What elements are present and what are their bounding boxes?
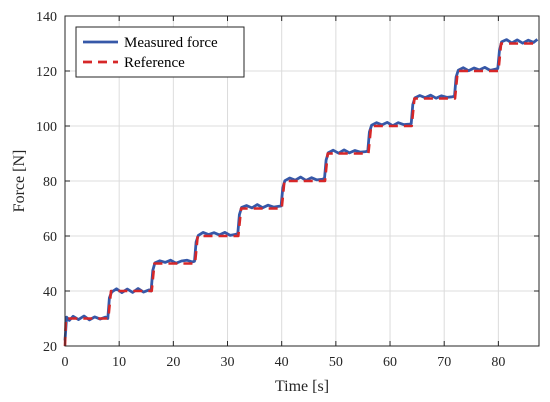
x-tick-label: 80 xyxy=(491,355,505,370)
y-axis-label: Force [N] xyxy=(11,150,28,213)
y-tick-label: 140 xyxy=(36,10,57,25)
y-tick-label: 80 xyxy=(43,175,57,190)
x-axis-label: Time [s] xyxy=(275,378,329,395)
legend-label-measured-force: Measured force xyxy=(124,35,218,51)
y-axis-ticks: 20 40 60 80 100 120 140 xyxy=(36,10,539,355)
series-line-measured-force xyxy=(63,38,539,341)
y-tick-label: 40 xyxy=(43,285,57,300)
legend: Measured force Reference xyxy=(75,26,245,78)
data-series xyxy=(63,38,539,347)
x-tick-label: 50 xyxy=(329,355,343,370)
legend-box xyxy=(75,26,245,78)
y-tick-label: 100 xyxy=(36,120,57,135)
x-tick-label: 40 xyxy=(275,355,289,370)
y-tick-label: 60 xyxy=(43,230,57,245)
x-tick-label: 0 xyxy=(62,355,69,370)
x-tick-label: 70 xyxy=(437,355,451,370)
y-tick-label: 20 xyxy=(43,340,57,355)
x-tick-label: 20 xyxy=(166,355,180,370)
y-tick-label: 120 xyxy=(36,65,57,80)
x-tick-label: 10 xyxy=(112,355,126,370)
legend-label-reference: Reference xyxy=(124,55,185,71)
plot-frame xyxy=(64,15,540,347)
x-tick-label: 60 xyxy=(383,355,397,370)
series-line-reference xyxy=(63,42,539,347)
x-tick-label: 30 xyxy=(221,355,235,370)
